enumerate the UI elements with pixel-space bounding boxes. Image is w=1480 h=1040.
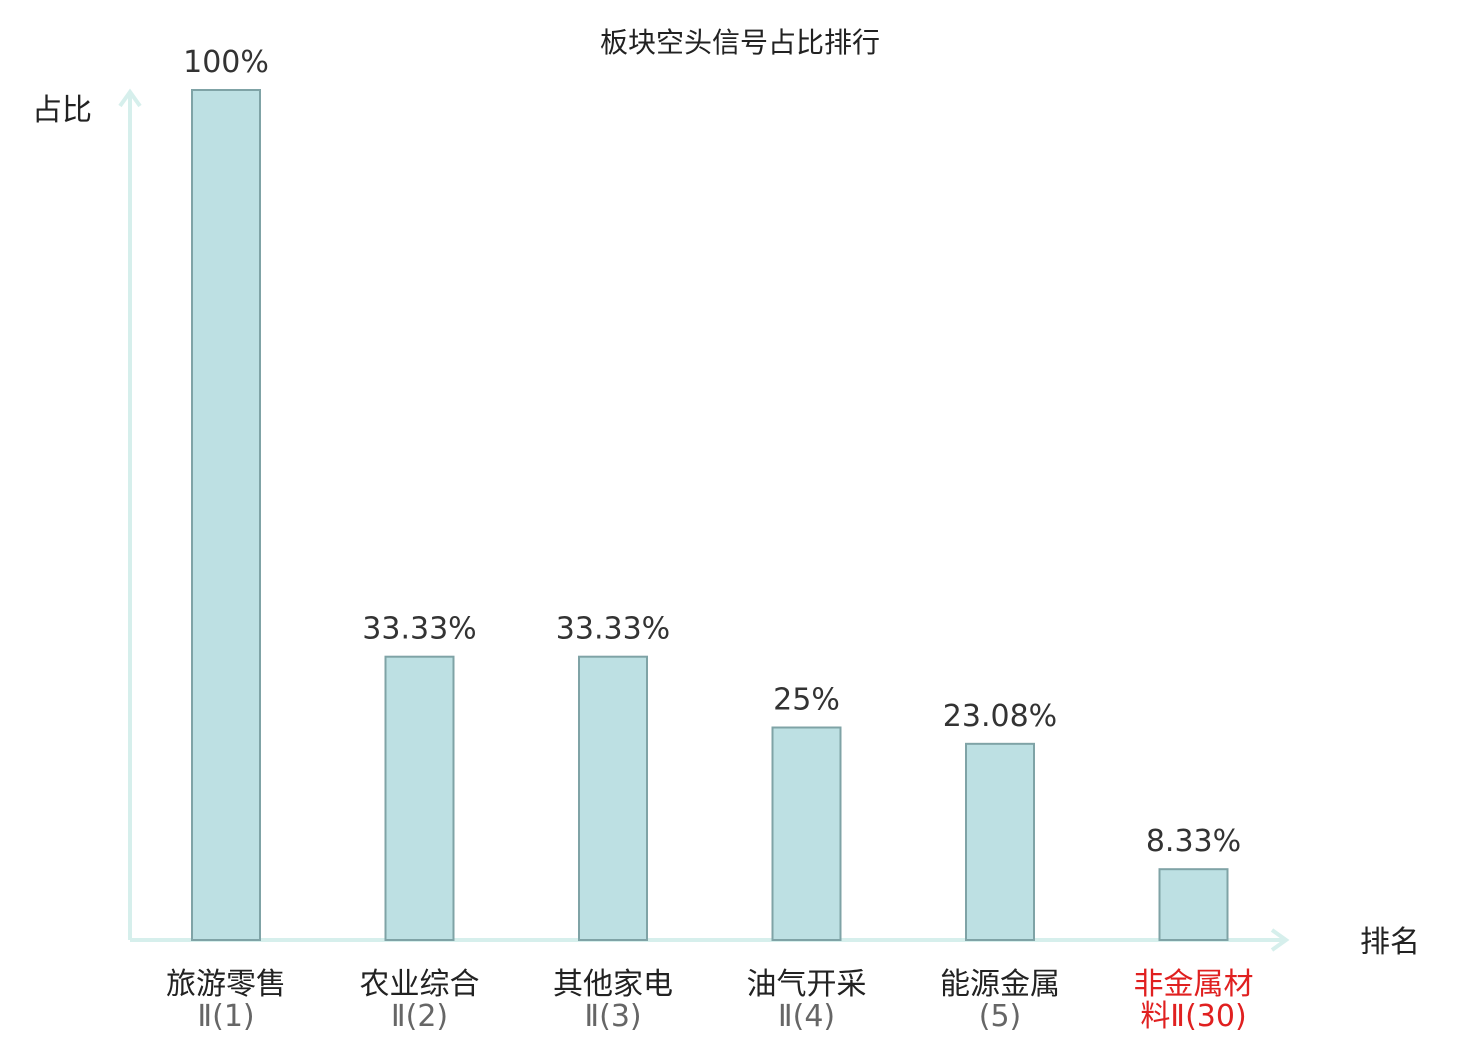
axes xyxy=(118,88,1290,952)
category-label-line2: Ⅱ(2) xyxy=(391,999,448,1034)
bars-group xyxy=(191,89,1229,942)
category-label-line2: Ⅱ(1) xyxy=(197,999,254,1034)
x-axis-arrow xyxy=(1270,928,1290,952)
y-axis-arrow xyxy=(118,88,142,108)
bar xyxy=(771,726,842,941)
bar-value-label: 8.33% xyxy=(1146,824,1241,859)
category-label: 非金属材料Ⅱ(30) xyxy=(1134,967,1254,1034)
bar xyxy=(578,655,648,941)
bar-value-label: 25% xyxy=(773,683,840,718)
bar xyxy=(965,742,1035,941)
bar-value-label: 100% xyxy=(183,45,269,80)
category-label: 农业综合 Ⅱ(2) xyxy=(360,967,480,1034)
bar-value-label: 23.08% xyxy=(943,699,1057,734)
y-axis-label: 占比 xyxy=(32,93,92,128)
category-label: 其他家电 Ⅱ(3) xyxy=(553,967,673,1034)
category-label: 旅游零售 Ⅱ(1) xyxy=(166,967,286,1034)
category-label-line1: 其他家电 xyxy=(553,967,673,1002)
category-label-line2: Ⅱ(4) xyxy=(778,999,835,1034)
category-label-line1: 农业综合 xyxy=(360,967,480,1002)
category-label-line1: 旅游零售 xyxy=(166,967,286,1002)
category-label-line1: 能源金属 xyxy=(940,967,1060,1002)
bar xyxy=(191,89,261,941)
category-label: 油气开采 Ⅱ(4) xyxy=(747,967,867,1034)
bar-value-label: 33.33% xyxy=(362,612,476,647)
labels-group: 100% 旅游零售 Ⅱ(1) 33.33% 农业综合 Ⅱ(2) 33.33% 其他家电 Ⅱ(3)… xyxy=(166,45,1254,1034)
bar-value-label: 33.33% xyxy=(556,612,670,647)
category-label-line1: 非金属材 xyxy=(1134,967,1254,1002)
chart-title: 板块空头信号占比排行 xyxy=(600,26,880,59)
category-label-line2: (5) xyxy=(979,999,1022,1034)
bar xyxy=(1158,868,1229,942)
category-label-line1: 油气开采 xyxy=(747,967,867,1002)
category-label-line2: Ⅱ(3) xyxy=(584,999,641,1034)
category-label: 能源金属(5) xyxy=(940,967,1060,1034)
category-label-line2: 料Ⅱ(30) xyxy=(1140,999,1246,1034)
bar xyxy=(384,655,455,941)
x-axis-label: 排名 xyxy=(1360,925,1420,960)
